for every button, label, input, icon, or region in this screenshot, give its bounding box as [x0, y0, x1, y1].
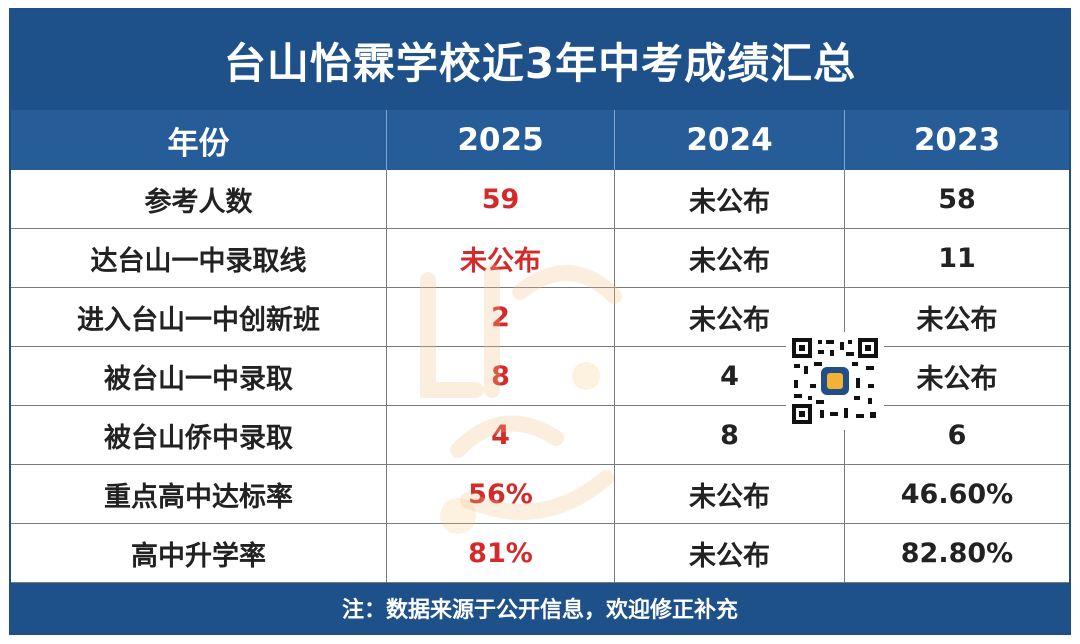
table-row: 进入台山一中创新班 2 未公布 未公布 [11, 288, 1069, 347]
value-2025: 4 [387, 406, 615, 464]
table-row: 被台山侨中录取 4 8 6 [11, 406, 1069, 465]
row-label: 进入台山一中创新班 [11, 288, 387, 346]
value-2023: 未公布 [916, 304, 998, 336]
table-row: 达台山一中录取线 未公布 未公布 11 [11, 229, 1069, 288]
table-row: 高中升学率 81% 未公布 82.80% [11, 524, 1069, 583]
table-row: 被台山一中录取 8 4 未公布 [11, 347, 1069, 406]
table-header-row: 年份 2025 2024 2023 [11, 110, 1069, 170]
value-2024: 未公布 [615, 229, 845, 287]
row-label: 被台山侨中录取 [11, 406, 387, 464]
value-2023: 11 [938, 242, 976, 274]
value-2025: 59 [387, 170, 615, 228]
value-2024: 8 [615, 406, 845, 464]
value-2023: 58 [938, 183, 976, 215]
value-2025: 未公布 [387, 229, 615, 287]
value-2023: 未公布 [916, 363, 998, 395]
row-label: 达台山一中录取线 [11, 229, 387, 287]
table-row: 参考人数 59 未公布 58 [11, 170, 1069, 229]
header-2024: 2024 [615, 110, 845, 170]
value-2025: 56% [387, 465, 615, 523]
header-2023: 2023 [913, 122, 1001, 158]
value-2023: 46.60% [900, 478, 1014, 510]
value-2023: 82.80% [900, 537, 1014, 569]
row-label: 重点高中达标率 [11, 465, 387, 523]
table-row: 重点高中达标率 56% 未公布 46.60% [11, 465, 1069, 524]
value-2025: 81% [387, 524, 615, 582]
qr-code-icon [786, 332, 884, 430]
page-title: 台山怡霖学校近3年中考成绩汇总 [11, 10, 1069, 110]
results-table: 台山怡霖学校近3年中考成绩汇总 年份 2025 2024 2023 参考人数 5… [9, 8, 1071, 635]
row-label: 高中升学率 [11, 524, 387, 582]
value-2025: 8 [387, 347, 615, 405]
value-2024: 未公布 [615, 465, 845, 523]
value-2024: 未公布 [615, 288, 845, 346]
row-label: 参考人数 [11, 170, 387, 228]
value-2024: 未公布 [615, 170, 845, 228]
source-note: 注：数据来源于公开信息，欢迎修正补充 [11, 583, 1069, 633]
value-2023: 6 [947, 419, 967, 451]
header-year-label: 年份 [11, 110, 387, 170]
row-label: 被台山一中录取 [11, 347, 387, 405]
header-2025: 2025 [387, 110, 615, 170]
value-2024: 未公布 [615, 524, 845, 582]
value-2025: 2 [387, 288, 615, 346]
